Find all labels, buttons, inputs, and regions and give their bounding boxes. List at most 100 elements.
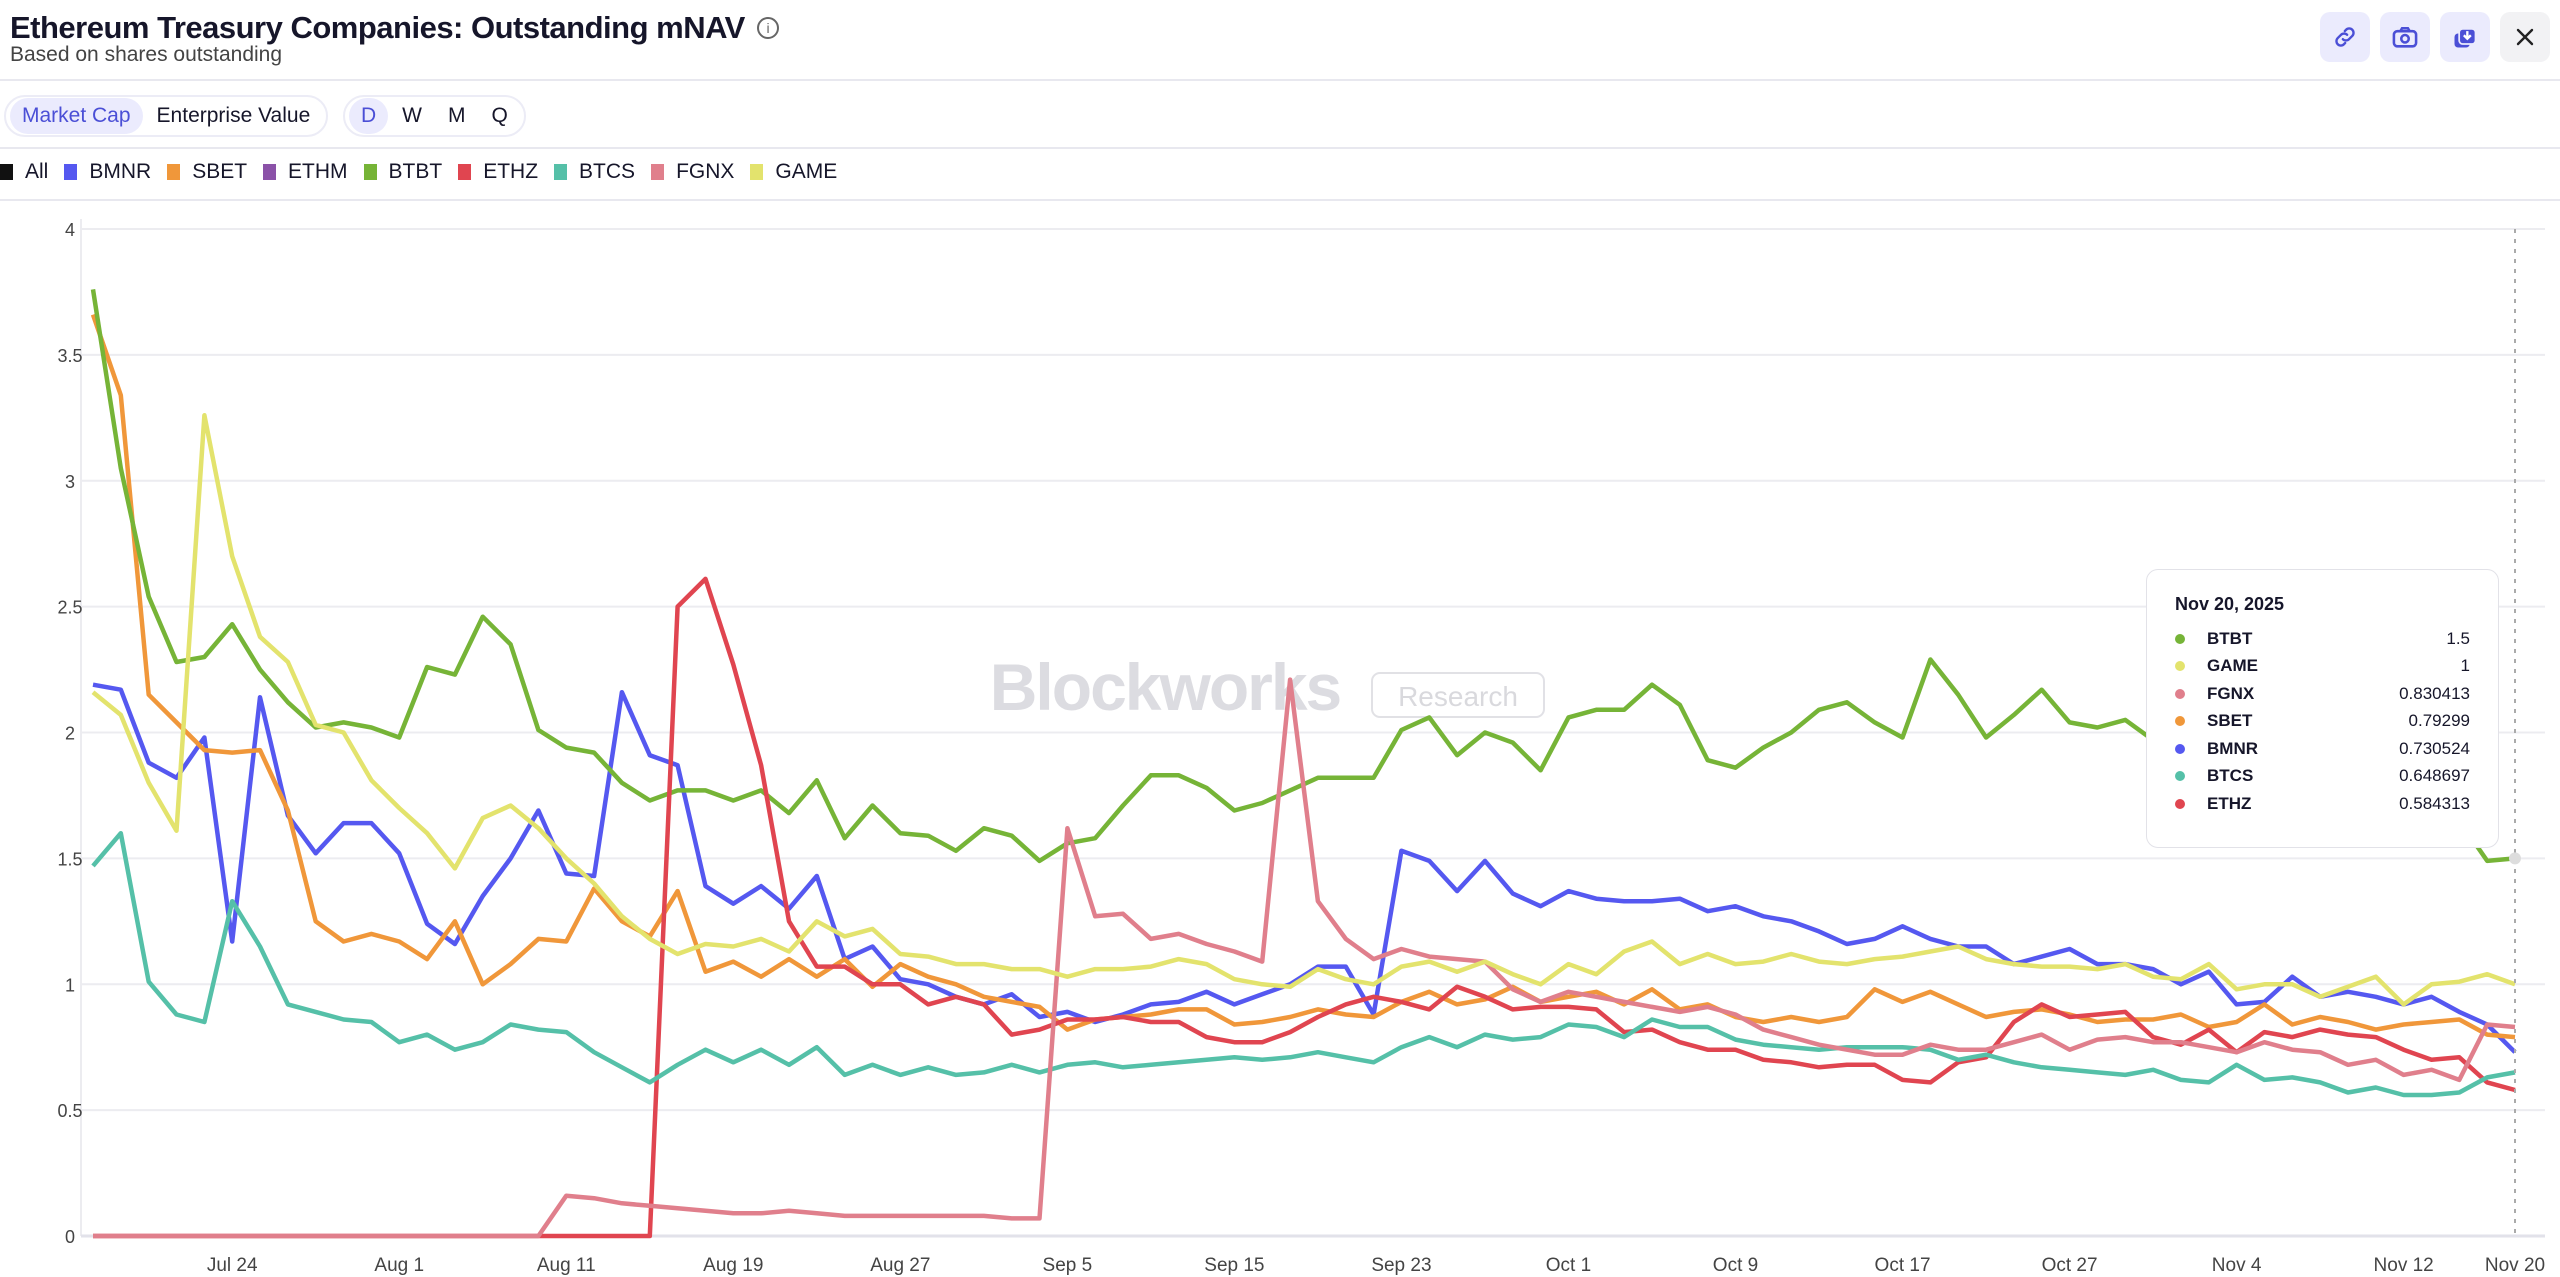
tooltip-value: 0.584313 (2399, 793, 2470, 813)
y-tick-label: 2 (65, 724, 75, 744)
series-dot (2175, 661, 2185, 672)
series-dot (2175, 798, 2185, 809)
legend-swatch (458, 164, 472, 180)
tooltip-series-name: FGNX (2207, 683, 2255, 703)
x-tick-label: Aug 27 (870, 1255, 930, 1276)
watermark: Blockworks Research (990, 650, 1545, 724)
legend-swatch (167, 164, 181, 180)
toggle-market-cap[interactable]: Market Cap (10, 98, 143, 134)
divider (0, 199, 2560, 201)
tooltip-series-name: ETHZ (2207, 793, 2252, 813)
x-tick-label: Sep 23 (1371, 1255, 1431, 1276)
x-tick-label: Aug 19 (703, 1255, 763, 1276)
legend-item-ethm[interactable]: ETHM (263, 160, 348, 184)
series-line-fgnx[interactable] (93, 677, 2516, 1239)
legend-item-game[interactable]: GAME (750, 160, 837, 184)
tooltip-series-name: BTBT (2207, 628, 2253, 648)
y-tick-label: 3.5 (57, 346, 82, 366)
x-tick-label: Aug 1 (374, 1255, 424, 1276)
tooltip-row: BTBT 1.5 (2175, 625, 2470, 653)
y-tick-label: 1 (65, 975, 75, 995)
link-icon (2335, 27, 2355, 47)
period-d[interactable]: D (349, 98, 389, 134)
page-title: Ethereum Treasury Companies: Outstanding… (10, 10, 779, 46)
legend-item-fgnx[interactable]: FGNX (651, 160, 734, 184)
copy-link-button[interactable] (2320, 12, 2370, 62)
tooltip-series-name: GAME (2207, 656, 2258, 676)
x-tick-label: Sep 5 (1043, 1255, 1093, 1276)
legend: All BMNR SBET ETHM BTBT ETHZ BTCS FGNX GAME (0, 160, 837, 184)
chart-subtitle: Based on shares outstanding (10, 43, 283, 66)
x-tick-label: Oct 9 (1713, 1255, 1758, 1276)
legend-label: FGNX (676, 160, 735, 183)
y-tick-label: 2.5 (57, 598, 82, 618)
close-icon (2516, 28, 2534, 46)
toggle-enterprise-value[interactable]: Enterprise Value (156, 104, 311, 127)
tooltip-value: 0.648697 (2399, 766, 2470, 786)
divider (0, 147, 2560, 149)
x-tick-label: Nov 12 (2374, 1255, 2434, 1276)
tooltip-value: 1.5 (2446, 628, 2470, 648)
tooltip-series-name: SBET (2207, 711, 2253, 731)
legend-item-all[interactable]: All (0, 160, 48, 184)
y-tick-label: 3 (65, 472, 75, 492)
tooltip-date: Nov 20, 2025 (2175, 594, 2285, 614)
series-dot (2175, 771, 2185, 782)
legend-label: GAME (775, 160, 838, 183)
tooltip-series-name: BTCS (2207, 766, 2254, 786)
legend-label: BTCS (579, 160, 636, 183)
legend-label: BTBT (388, 160, 443, 183)
close-button[interactable] (2500, 12, 2550, 62)
tooltip-row: GAME 1 (2175, 653, 2470, 681)
legend-label: ETHZ (483, 160, 539, 183)
period-w[interactable]: W (402, 104, 422, 127)
legend-swatch (554, 164, 568, 180)
hover-point (2509, 852, 2521, 865)
x-tick-label: Nov 20 (2485, 1255, 2545, 1276)
series-line-sbet[interactable] (90, 313, 2516, 1040)
period-m[interactable]: M (448, 104, 466, 127)
tooltip-row: ETHZ 0.584313 (2175, 790, 2470, 818)
tooltip-row: SBET 0.79299 (2175, 708, 2470, 736)
legend-swatch (263, 164, 277, 180)
chart-title: Ethereum Treasury Companies: Outstanding… (10, 10, 745, 45)
action-toolbar (2320, 12, 2550, 62)
download-icon (2454, 27, 2477, 48)
legend-item-sbet[interactable]: SBET (167, 160, 247, 184)
series-dot (2175, 743, 2185, 754)
legend-label: ETHM (288, 160, 348, 183)
tooltip-value: 1 (2460, 656, 2470, 676)
legend-item-bmnr[interactable]: BMNR (64, 160, 151, 184)
x-tick-label: Oct 27 (2042, 1255, 2098, 1276)
y-tick-label: 4 (65, 220, 75, 240)
tooltip-value: 0.830413 (2399, 683, 2470, 703)
legend-item-ethz[interactable]: ETHZ (458, 160, 538, 184)
watermark-brand: Blockworks (990, 650, 1340, 724)
series-dot (2175, 688, 2185, 699)
legend-swatch (750, 164, 764, 180)
legend-swatch (363, 164, 377, 180)
x-tick-label: Oct 1 (1546, 1255, 1591, 1276)
period-toggle: D W M Q (343, 95, 526, 137)
legend-series: BMNR SBET ETHM BTBT ETHZ BTCS FGNX GAME (64, 160, 837, 184)
series-line-btcs[interactable] (91, 830, 2516, 1098)
screenshot-button[interactable] (2380, 12, 2430, 62)
info-icon[interactable]: i (756, 17, 779, 39)
divider (0, 79, 2560, 81)
download-button[interactable] (2440, 12, 2490, 62)
series-dot (2175, 633, 2185, 644)
x-tick-label: Jul 24 (207, 1255, 258, 1276)
legend-label: SBET (192, 160, 248, 183)
tooltip-series-name: BMNR (2207, 738, 2258, 758)
series-dot (2175, 716, 2185, 727)
tooltip-row: BMNR 0.730524 (2175, 735, 2470, 763)
legend-item-btbt[interactable]: BTBT (363, 160, 443, 184)
tooltip-row: FGNX 0.830413 (2175, 680, 2470, 708)
legend-item-btcs[interactable]: BTCS (554, 160, 635, 184)
series-line-game[interactable] (91, 413, 2516, 1007)
legend-swatch (651, 164, 665, 180)
x-tick-label: Oct 17 (1875, 1255, 1931, 1276)
period-q[interactable]: Q (491, 104, 508, 127)
camera-icon (2392, 26, 2418, 48)
